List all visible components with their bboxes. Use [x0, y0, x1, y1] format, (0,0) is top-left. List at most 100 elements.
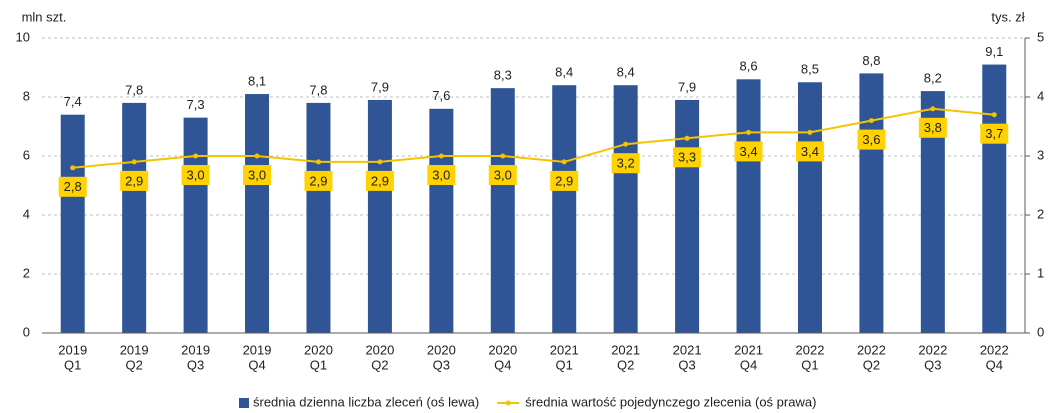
bar-value-label: 7,6 [432, 88, 450, 103]
bar [367, 99, 392, 333]
line-value-label: 2,9 [309, 173, 327, 188]
legend-label: średnia dzienna liczba zleceń (oś lewa) [253, 394, 479, 409]
bar-value-label: 9,1 [985, 44, 1003, 59]
x-tick-label: Q3 [187, 357, 204, 372]
y2-tick-label: 5 [1037, 29, 1044, 44]
line-value-label: 2,9 [371, 173, 389, 188]
line-value-label: 3,8 [924, 120, 942, 135]
x-tick-label: 2022 [857, 342, 886, 357]
line-label-box [488, 165, 517, 185]
line-label-box [181, 165, 210, 185]
x-tick-label: Q4 [986, 357, 1003, 372]
x-tick-label: Q1 [64, 357, 81, 372]
line-point [746, 129, 752, 135]
bar-value-label: 8,3 [494, 68, 512, 83]
line-value-label: 3,3 [678, 150, 696, 165]
x-tick-label: 2020 [427, 342, 456, 357]
bar [613, 85, 638, 333]
line-label-box [857, 129, 886, 150]
x-tick-label: Q2 [863, 357, 880, 372]
bar-value-label: 7,8 [309, 82, 327, 97]
x-tick-label: Q4 [494, 357, 511, 372]
y2-axis-label: tys. zł [991, 9, 1024, 24]
x-tick-label: 2021 [734, 342, 763, 357]
x-tick-label: 2021 [673, 342, 702, 357]
bar [797, 82, 822, 333]
bar-value-label: 8,8 [862, 53, 880, 68]
line-point [438, 153, 444, 159]
line-point [131, 159, 137, 165]
line-value-label: 3,0 [248, 167, 266, 182]
line [72, 107, 995, 169]
y2-tick-label: 2 [1037, 206, 1044, 221]
bar-value-label: 7,3 [187, 97, 205, 112]
line-point [807, 129, 813, 135]
bar [736, 79, 761, 333]
line-point [930, 106, 936, 112]
x-tick-label: Q1 [556, 357, 573, 372]
bar-value-label: 8,2 [924, 71, 942, 86]
line-value-label: 2,9 [125, 173, 143, 188]
x-tick-label: Q1 [310, 357, 327, 372]
y-tick-label: 8 [23, 88, 30, 103]
line-point [684, 135, 690, 141]
line-label-box [611, 153, 640, 174]
line-label-box [795, 141, 824, 162]
line-label-box [243, 165, 272, 185]
x-tick-label: Q3 [678, 357, 695, 372]
x-tick-label: Q1 [801, 357, 818, 372]
line-point [70, 165, 76, 171]
bar-value-label: 7,4 [64, 94, 82, 109]
bar-value-label: 8,1 [248, 73, 266, 88]
bar-value-label: 8,4 [617, 65, 635, 80]
line-point [377, 159, 383, 165]
x-tick-label: Q2 [617, 357, 634, 372]
y2-tick-label: 4 [1037, 88, 1044, 103]
line-point [623, 141, 629, 147]
x-tick-label: 2019 [181, 342, 210, 357]
line-label-box [980, 123, 1009, 144]
line-value-label: 3,0 [494, 167, 512, 182]
y-tick-label: 0 [23, 324, 30, 339]
x-tick-label: Q3 [924, 357, 941, 372]
x-tick-label: 2019 [120, 342, 149, 357]
line-label-box [550, 170, 579, 191]
bar [982, 64, 1007, 334]
line-value-label: 3,7 [985, 126, 1003, 141]
x-tick-label: Q4 [740, 357, 757, 372]
bar [859, 73, 884, 334]
line-label-box [427, 165, 456, 185]
y2-tick-label: 1 [1037, 265, 1044, 280]
bar [306, 102, 331, 334]
bar-value-label: 8,5 [801, 62, 819, 77]
bar-value-label: 7,9 [371, 79, 389, 94]
line-point [254, 153, 260, 159]
line-value-label: 2,8 [64, 179, 82, 194]
x-tick-label: 2022 [796, 342, 825, 357]
line-label-box [58, 176, 87, 197]
bar-value-label: 7,9 [678, 79, 696, 94]
line-point [500, 153, 506, 159]
line-value-label: 3,0 [187, 167, 205, 182]
legend-label: średnia wartość pojedynczego zlecenia (o… [525, 394, 816, 409]
line-value-label: 3,4 [739, 144, 757, 159]
x-tick-label: 2019 [58, 342, 87, 357]
line-point [868, 118, 874, 124]
line-value-label: 2,9 [555, 173, 573, 188]
bar [675, 99, 700, 333]
bar [122, 102, 147, 334]
bar-value-label: 8,4 [555, 65, 573, 80]
x-tick-label: 2021 [550, 342, 579, 357]
y-tick-label: 4 [23, 206, 30, 221]
line-point [561, 159, 567, 165]
line-label-box [365, 170, 394, 191]
y2-tick-label: 3 [1037, 147, 1044, 162]
bar [60, 114, 85, 333]
line-label-box [734, 141, 763, 162]
y2-tick-label: 0 [1037, 324, 1044, 339]
line-point [193, 153, 199, 159]
x-tick-label: 2021 [611, 342, 640, 357]
line-label-box [673, 147, 702, 168]
bar [429, 108, 454, 333]
